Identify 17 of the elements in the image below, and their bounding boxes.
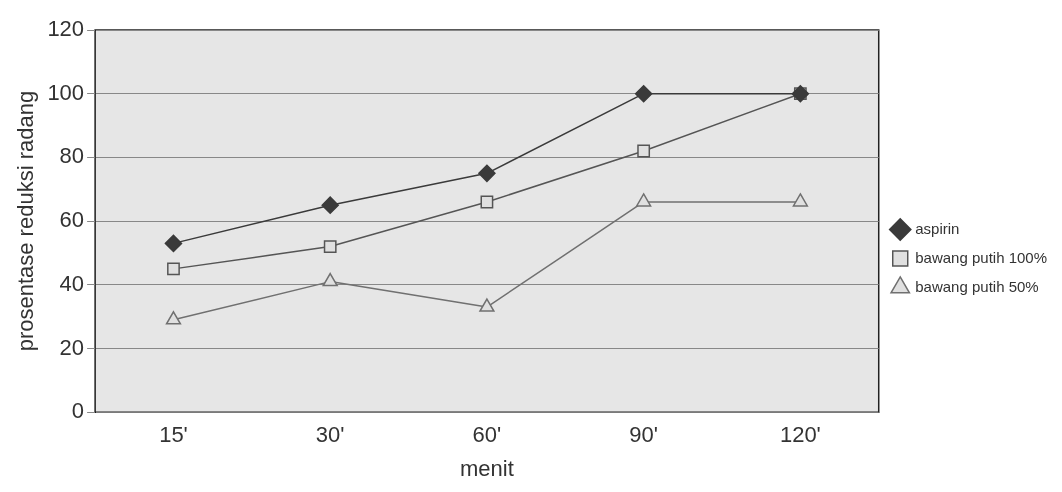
x-tick-label: 15' xyxy=(159,422,188,448)
x-axis-title: menit xyxy=(460,455,514,481)
y-axis-title: prosentase reduksi radang xyxy=(13,90,39,352)
y-tick-label: 80 xyxy=(59,143,85,169)
x-tick-label: 120' xyxy=(779,422,821,448)
legend-label: bawang putih 100% xyxy=(915,248,1048,266)
x-tick-label: 60' xyxy=(472,422,502,448)
y-tick-label: 60 xyxy=(59,207,85,233)
y-tick-label: 100 xyxy=(47,79,85,105)
x-tick-label: 90' xyxy=(629,422,658,448)
y-tick-label: 20 xyxy=(59,334,85,360)
legend-label: bawang putih 50% xyxy=(915,277,1039,295)
x-tick-label: 30' xyxy=(315,422,345,448)
y-tick-label: 0 xyxy=(71,398,85,424)
y-tick-label: 120 xyxy=(47,16,85,42)
y-tick-label: 40 xyxy=(59,270,85,296)
legend-label: aspirin xyxy=(915,219,960,237)
